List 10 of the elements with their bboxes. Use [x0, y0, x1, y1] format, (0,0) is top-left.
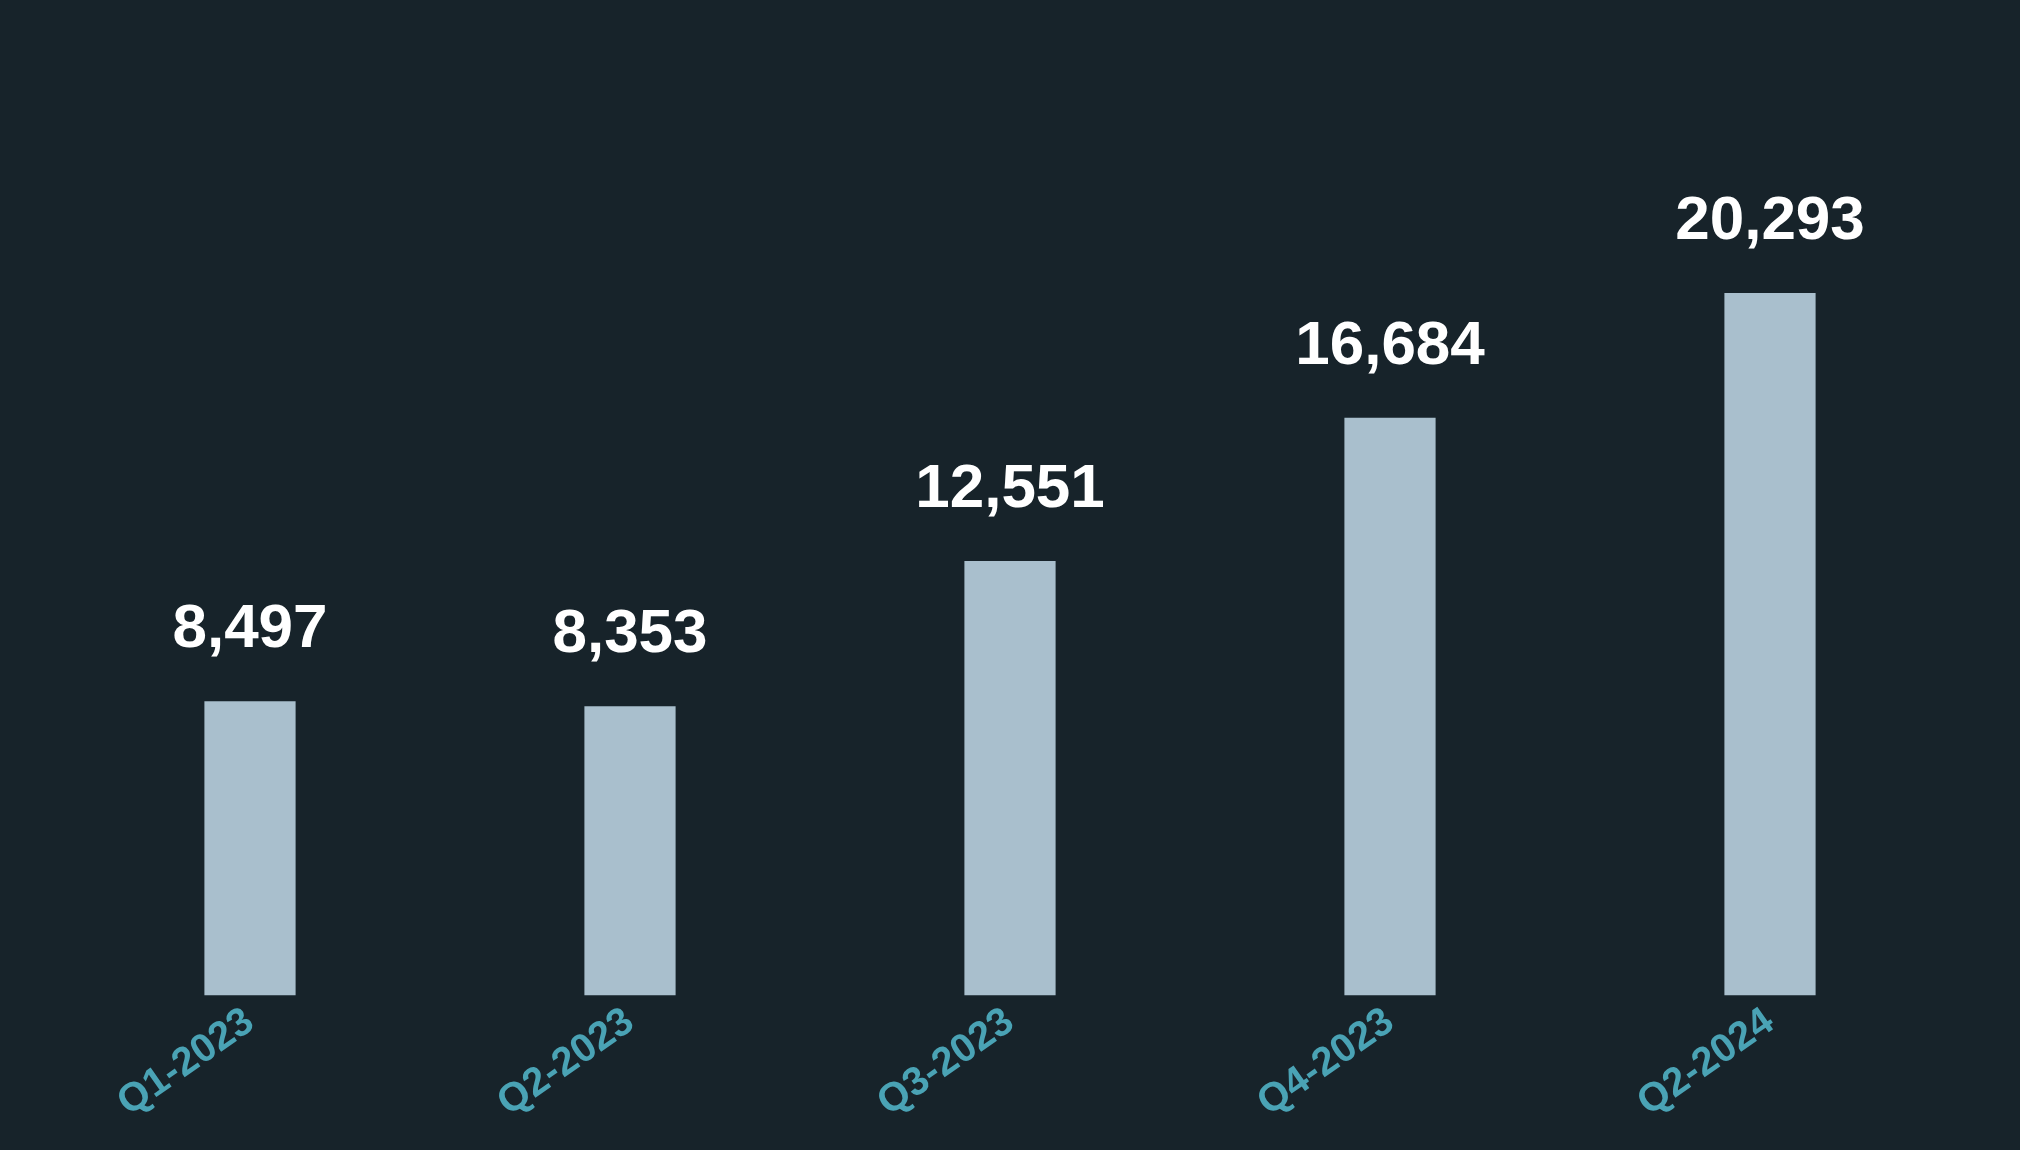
data-label: 16,684	[1295, 307, 1486, 377]
data-label: 8,353	[552, 596, 708, 666]
bar	[584, 706, 676, 996]
data-label: 8,497	[172, 591, 328, 661]
bar	[204, 701, 296, 996]
bar	[1344, 417, 1436, 996]
data-label: 20,293	[1675, 183, 1865, 253]
bar	[964, 560, 1056, 996]
data-label: 12,551	[915, 451, 1105, 521]
bar	[1724, 292, 1816, 996]
